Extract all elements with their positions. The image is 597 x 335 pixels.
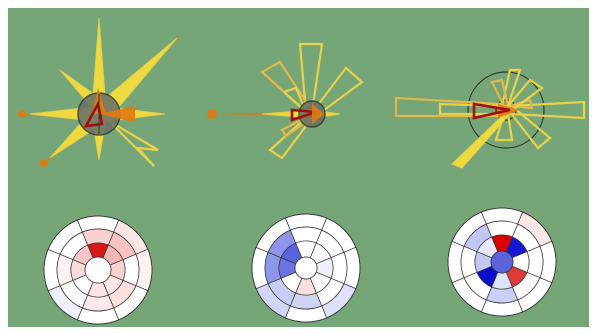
heatmap-2-center-cap [294, 256, 318, 280]
wind-rose-filled [18, 17, 178, 167]
heatmap-1-outer-boundary [43, 215, 153, 325]
heatmap-1-center-cap [84, 256, 112, 284]
polar-heatmap-mixed [447, 207, 557, 317]
rose-3-hub-red-triangle [472, 102, 511, 120]
wind-rose-ring [394, 68, 586, 169]
rose-1-hub-orange-wedge-east [99, 106, 135, 122]
polar-heatmap-blue [251, 213, 361, 323]
heatmap-2-outer-boundary [251, 213, 361, 323]
rose-1-west-tip-marker [18, 110, 26, 118]
polar-heatmap-red [43, 215, 153, 325]
rose-1-southwest-tip-marker [40, 159, 48, 167]
rose-2-west-tip-marker [207, 109, 217, 119]
rose-3-petal-southwest-filled [451, 115, 510, 169]
heatmap-3-outer-boundary [447, 207, 557, 317]
rose-3-outer-ring [467, 71, 545, 149]
wind-rose-outlined [207, 42, 364, 160]
heatmap-3-center-cap [490, 250, 514, 274]
rose-2-hub-red-triangle [290, 108, 317, 122]
rose-2-petal-northwest-short [281, 86, 308, 113]
rose-1-hub-red-triangle [83, 100, 104, 128]
rose-2-hub-orange-wedge [312, 104, 324, 124]
